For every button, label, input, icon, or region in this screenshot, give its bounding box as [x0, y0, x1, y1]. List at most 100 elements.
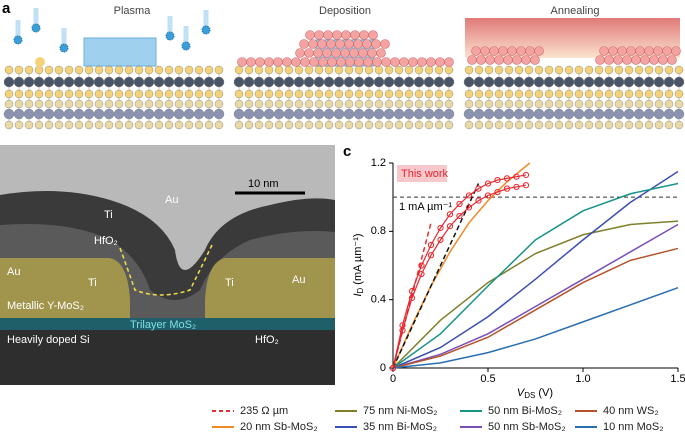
- atom: [414, 99, 424, 109]
- atom: [464, 99, 474, 109]
- atom: [93, 76, 105, 88]
- atom: [264, 89, 274, 99]
- pink-atom: [345, 57, 355, 67]
- atom: [514, 120, 524, 130]
- pink-atom: [372, 57, 382, 67]
- atom: [444, 99, 454, 109]
- pink-atom: [264, 57, 274, 67]
- atom: [544, 99, 554, 109]
- pink-atom: [327, 57, 337, 67]
- atom: [33, 76, 45, 88]
- atom: [233, 108, 245, 120]
- atom: [604, 120, 614, 130]
- atom: [153, 76, 165, 88]
- pink-atom: [485, 55, 495, 65]
- atom: [554, 120, 564, 130]
- atom: [284, 120, 294, 130]
- atom: [514, 99, 524, 109]
- scale-label: 10 nm: [248, 178, 279, 190]
- this-work-point: [475, 197, 482, 204]
- atom: [604, 89, 614, 99]
- atom: [584, 89, 594, 99]
- atom: [3, 108, 15, 120]
- atom: [244, 89, 254, 99]
- atom: [114, 65, 124, 75]
- x-axis-label: VDS (V): [517, 387, 553, 400]
- atom: [544, 120, 554, 130]
- atom: [203, 108, 215, 120]
- pink-atom: [322, 48, 332, 58]
- atom: [344, 65, 354, 75]
- atom: [34, 89, 44, 99]
- step-title: Annealing: [551, 5, 600, 17]
- atom: [113, 108, 125, 120]
- atom: [264, 99, 274, 109]
- pink-atom: [291, 57, 301, 67]
- pink-atom: [399, 57, 409, 67]
- atom: [354, 89, 364, 99]
- pink-atom: [608, 46, 618, 56]
- atom: [533, 108, 545, 120]
- atom: [43, 108, 55, 120]
- atom: [403, 76, 415, 88]
- atom: [504, 65, 514, 75]
- atom: [474, 89, 484, 99]
- this-work-point: [456, 212, 463, 220]
- atom: [554, 89, 564, 99]
- pink-atom: [444, 57, 454, 67]
- series-line: [392, 170, 679, 369]
- y-tick-label: 0.4: [371, 294, 386, 306]
- this-work-point: [427, 252, 435, 259]
- atom: [574, 120, 584, 130]
- region-label: Ti: [88, 277, 97, 289]
- atom: [473, 76, 485, 88]
- atom: [94, 65, 104, 75]
- region-label: HfO₂: [94, 235, 118, 247]
- pink-atom: [255, 57, 265, 67]
- panel-label: a: [2, 0, 11, 17]
- atom: [404, 120, 414, 130]
- atom: [74, 65, 84, 75]
- atom: [594, 99, 604, 109]
- atom: [524, 120, 534, 130]
- atom: [113, 76, 125, 88]
- pink-atom: [368, 30, 378, 40]
- y-label-unit: (mA µm⁻¹): [352, 233, 364, 284]
- atom: [264, 120, 274, 130]
- atom: [134, 65, 144, 75]
- atom: [23, 76, 35, 88]
- pink-atom: [371, 39, 381, 49]
- atom: [203, 76, 215, 88]
- this-work-point: [465, 204, 473, 211]
- atom: [343, 76, 355, 88]
- atom: [564, 99, 574, 109]
- atom: [463, 108, 475, 120]
- atom: [654, 99, 664, 109]
- atom: [673, 108, 685, 120]
- pink-atom: [331, 48, 341, 58]
- this-work-point: [513, 173, 520, 180]
- x-label-symbol: V: [517, 387, 526, 399]
- atom: [234, 65, 244, 75]
- atom: [404, 99, 414, 109]
- x-tick-label: 1.5: [670, 373, 685, 385]
- this-work-point: [494, 176, 501, 184]
- atom: [144, 120, 154, 130]
- atom: [553, 76, 565, 88]
- pink-atom: [336, 57, 346, 67]
- atom: [254, 89, 264, 99]
- atom: [53, 76, 65, 88]
- pink-atom: [631, 55, 641, 65]
- atom: [164, 89, 174, 99]
- atom: [84, 99, 94, 109]
- atom: [343, 108, 355, 120]
- series-line: [392, 247, 679, 369]
- atom: [64, 89, 74, 99]
- legend-label: 40 nm WS₂: [603, 405, 659, 417]
- atom: [304, 65, 314, 75]
- x-label-sub: DS: [524, 391, 535, 400]
- atom: [384, 99, 394, 109]
- atom: [134, 99, 144, 109]
- atom: [294, 89, 304, 99]
- step-title: Deposition: [319, 5, 371, 17]
